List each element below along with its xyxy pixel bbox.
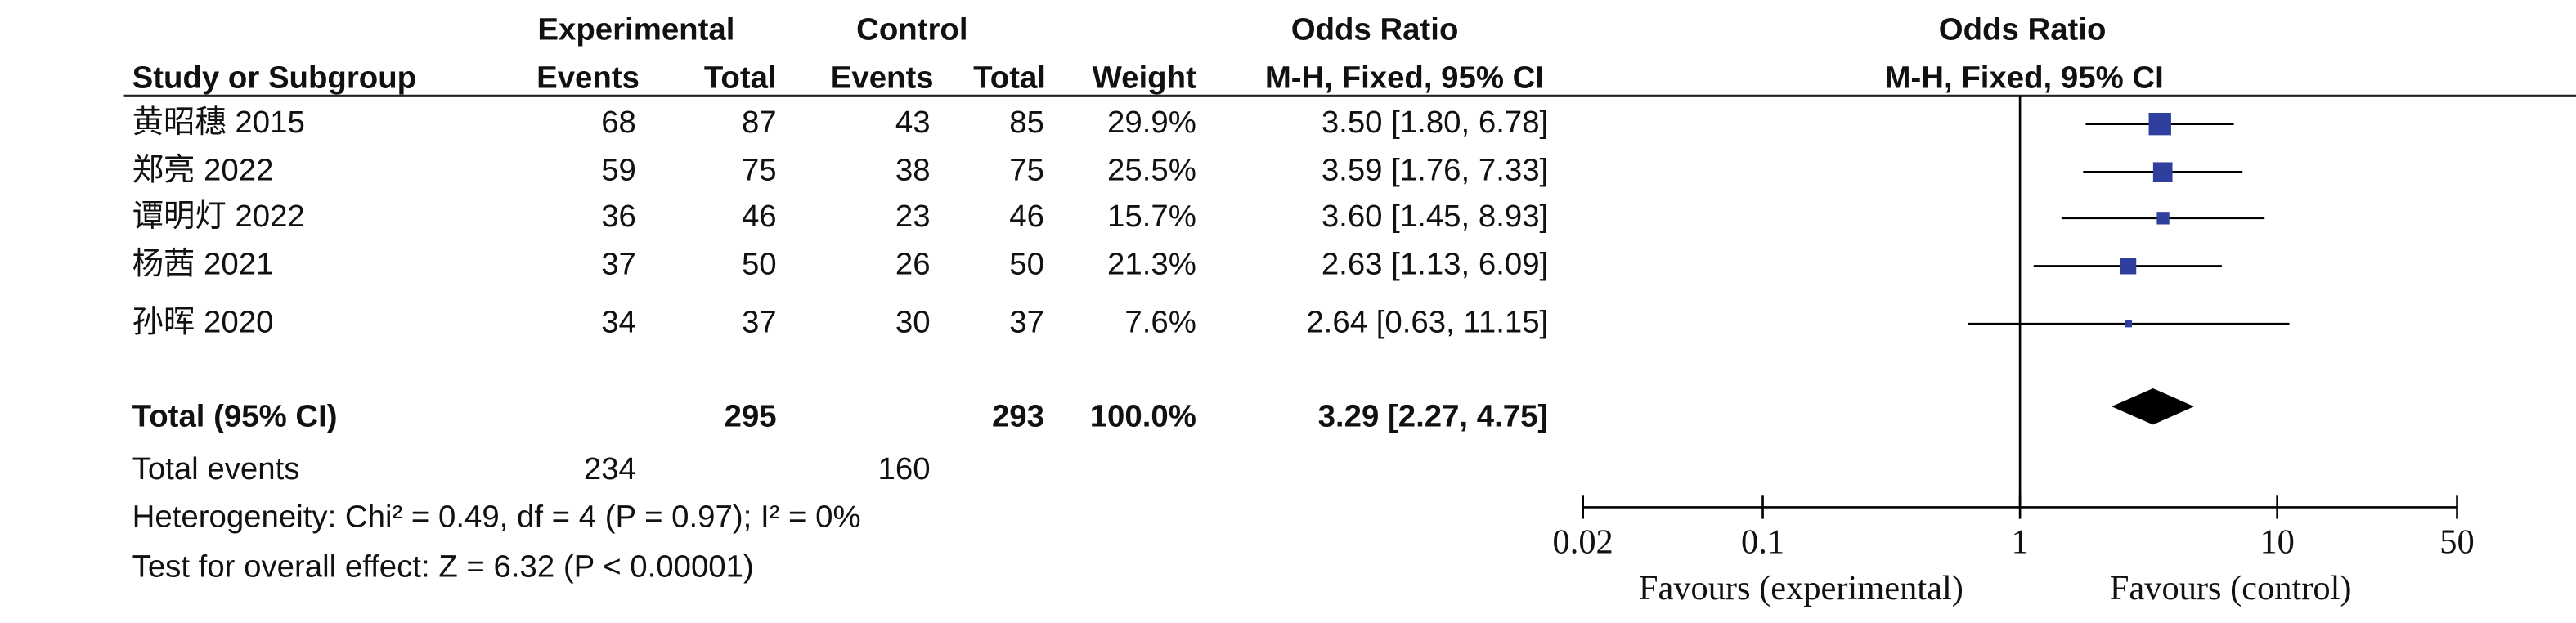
total-diamond [2112, 388, 2194, 425]
x-tick-label: 0.02 [1553, 523, 1613, 562]
ctrl-events: 43 [895, 105, 931, 140]
x-tick-label: 1 [2011, 523, 2028, 562]
study-name: 谭明灯 2022 [132, 199, 305, 234]
exp-events: 34 [601, 304, 636, 339]
exp-total: 37 [742, 304, 777, 339]
ci-label: 3.50 [1.80, 6.78] [1322, 105, 1548, 140]
column-group-header: Odds Ratio [1291, 12, 1459, 47]
column-header: Weight [1093, 60, 1196, 95]
ctrl-total: 46 [1009, 199, 1044, 234]
overall-effect: Test for overall effect: Z = 6.32 (P < 0… [132, 549, 754, 584]
weight: 7.6% [1124, 304, 1196, 339]
column-header: M-H, Fixed, 95% CI [1885, 60, 2164, 95]
exp-total: 50 [742, 247, 777, 282]
x-tick-label: 0.1 [1741, 523, 1784, 562]
favours-left: Favours (experimental) [1639, 569, 1963, 607]
total-events-label: Total events [132, 451, 300, 486]
total-ci-label: 3.29 [2.27, 4.75] [1318, 398, 1549, 433]
effect-square [2125, 320, 2132, 328]
total-weight: 100.0% [1090, 398, 1196, 433]
study-name: 郑亮 2022 [132, 152, 274, 187]
exp-events: 59 [601, 152, 636, 187]
column-header: Events [831, 60, 934, 95]
ctrl-events: 26 [895, 247, 931, 282]
study-name: 孙晖 2020 [132, 304, 274, 339]
total-ctrl: 293 [992, 398, 1044, 433]
total-events-ctrl: 160 [878, 451, 931, 486]
weight: 29.9% [1107, 105, 1196, 140]
total-events-exp: 234 [584, 451, 636, 486]
exp-events: 68 [601, 105, 636, 140]
ctrl-events: 38 [895, 152, 931, 187]
exp-events: 37 [601, 247, 636, 282]
favours-right: Favours (control) [2110, 569, 2352, 607]
ctrl-total: 37 [1009, 304, 1044, 339]
total-exp: 295 [725, 398, 777, 433]
ctrl-events: 23 [895, 199, 931, 234]
column-group-header: Control [856, 12, 967, 47]
ctrl-total: 85 [1009, 105, 1044, 140]
effect-square [2148, 112, 2171, 136]
ctrl-total: 50 [1009, 247, 1044, 282]
exp-total: 75 [742, 152, 777, 187]
exp-total: 87 [742, 105, 777, 140]
column-header: Study or Subgroup [132, 60, 416, 95]
ctrl-events: 30 [895, 304, 931, 339]
exp-events: 36 [601, 199, 636, 234]
column-header: Total [704, 60, 777, 95]
column-group-header: Experimental [537, 12, 734, 47]
weight: 25.5% [1107, 152, 1196, 187]
column-header: Events [536, 60, 640, 95]
exp-total: 46 [742, 199, 777, 234]
column-group-header: Odds Ratio [1939, 12, 2107, 47]
weight: 21.3% [1107, 247, 1196, 282]
effect-square [2156, 212, 2170, 225]
ci-label: 2.63 [1.13, 6.09] [1322, 247, 1548, 282]
ci-label: 3.60 [1.45, 8.93] [1322, 199, 1548, 234]
total-label: Total (95% CI) [132, 398, 338, 433]
heterogeneity: Heterogeneity: Chi² = 0.49, df = 4 (P = … [132, 500, 861, 535]
x-tick-label: 10 [2260, 523, 2294, 562]
weight: 15.7% [1107, 199, 1196, 234]
ci-label: 3.59 [1.76, 7.33] [1322, 152, 1548, 187]
ctrl-total: 75 [1009, 152, 1044, 187]
ci-label: 2.64 [0.63, 11.15] [1306, 304, 1548, 339]
study-name: 黄昭穗 2015 [132, 105, 305, 140]
column-header: Total [973, 60, 1046, 95]
effect-square [2120, 258, 2137, 275]
effect-square [2152, 162, 2173, 182]
study-name: 杨茜 2021 [132, 247, 274, 282]
column-header: M-H, Fixed, 95% CI [1265, 60, 1544, 95]
x-tick-label: 50 [2439, 523, 2474, 562]
